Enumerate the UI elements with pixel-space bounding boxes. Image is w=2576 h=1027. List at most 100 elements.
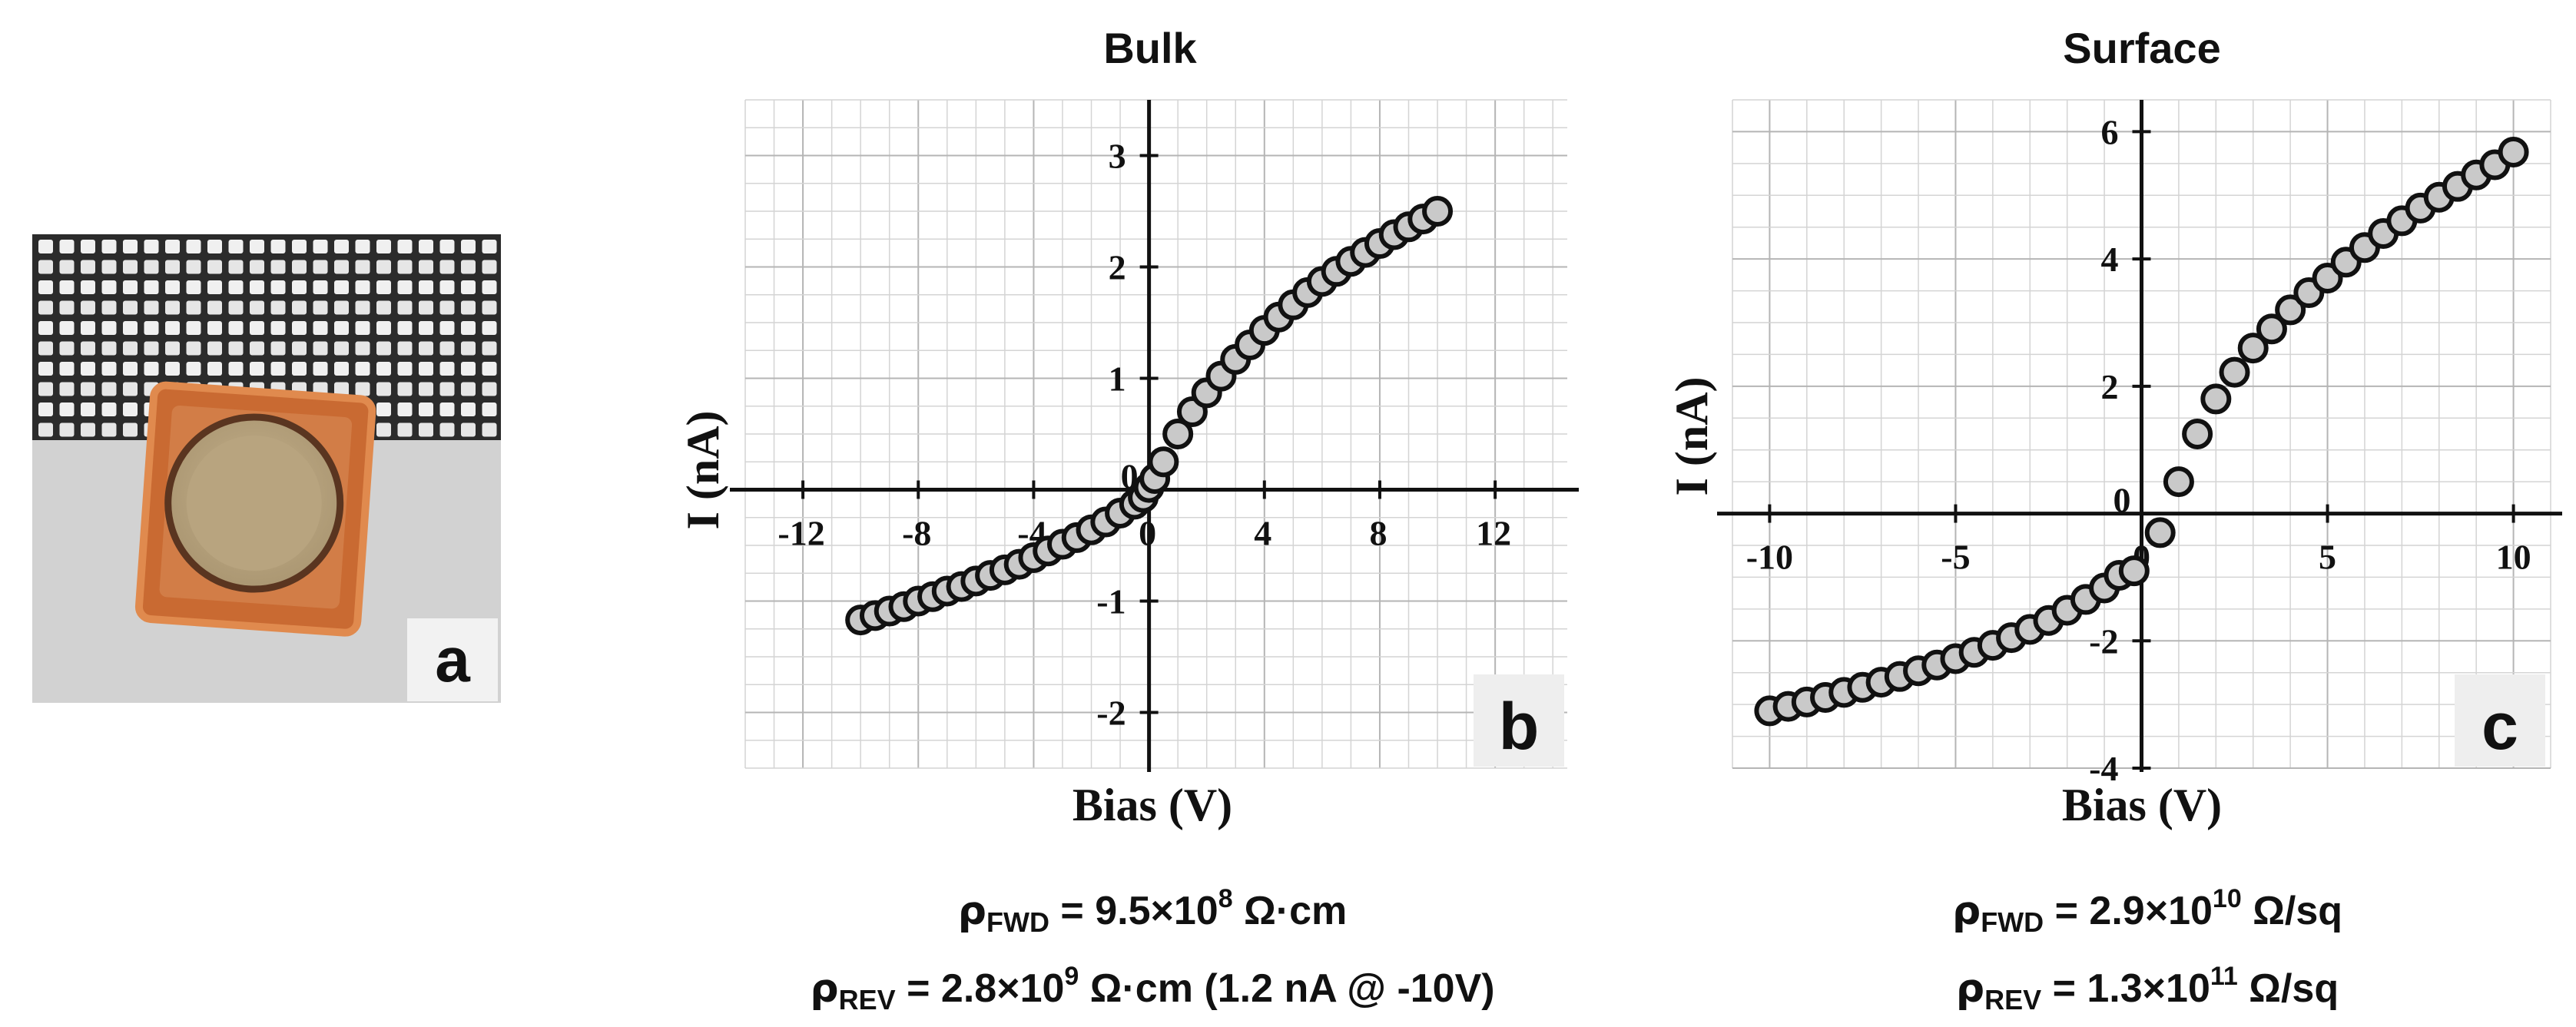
mesh-cell [270, 260, 286, 274]
y-tick-label: -2 [1096, 694, 1126, 733]
mesh-cell [81, 341, 95, 356]
panel-a-label: a [435, 625, 471, 695]
mesh-cell [313, 362, 328, 376]
x-tick-label: 8 [1369, 514, 1387, 553]
fwd-unit: Ω/sq [2241, 889, 2343, 933]
mesh-cell [376, 240, 391, 253]
rev-subscript: REV [1984, 984, 2042, 1015]
mesh-cell [59, 260, 75, 274]
fwd-unit: Ω·cm [1232, 889, 1348, 933]
caption-c-fwd: ρFWD = 2.9×1010 Ω/sq [1821, 872, 2474, 949]
mesh-cell [38, 362, 53, 376]
mesh-cell [439, 321, 455, 335]
panel-a-label-box [407, 618, 498, 701]
mesh-cell [123, 240, 138, 253]
mesh-cell [250, 280, 264, 294]
y-tick-label: 2 [2101, 367, 2119, 406]
mesh-cell [292, 260, 307, 274]
mesh-cell [439, 422, 455, 437]
mesh-cell [397, 300, 413, 315]
x-tick-label: -8 [902, 514, 931, 553]
mesh-cell [439, 382, 455, 396]
y-tick-label: 1 [1109, 359, 1126, 399]
mesh-cell [81, 260, 95, 274]
mesh-cell [144, 341, 159, 356]
rev-unit: Ω/sq [2237, 966, 2339, 1011]
mesh-cell [38, 403, 53, 416]
mesh-cell [439, 341, 455, 356]
mesh-cell [38, 382, 53, 396]
mesh-cell [376, 280, 391, 294]
mesh-cell [207, 280, 222, 294]
y-tick-label: -2 [2089, 621, 2118, 661]
mesh-cell [397, 362, 413, 376]
mesh-cell [38, 422, 53, 437]
data-point [1162, 419, 1194, 449]
x-tick-label: 0 [1139, 514, 1156, 553]
mesh-cell [270, 321, 286, 335]
mesh-cell [228, 300, 244, 315]
data-point [2256, 313, 2287, 345]
rev-value: = 1.3×10 [2041, 966, 2210, 1011]
panel-c-label: c [2482, 690, 2518, 764]
rho-symbol: ρ [1951, 888, 1981, 934]
mesh-cell [397, 382, 413, 396]
mesh-cell [207, 240, 222, 253]
x-tick-label: -12 [777, 514, 824, 553]
mesh-cell [355, 260, 370, 274]
mesh-cell [59, 382, 75, 396]
mesh-cell [292, 321, 307, 335]
mesh-cell [419, 280, 433, 294]
x-tick-label: 10 [2496, 538, 2531, 577]
mesh-cell [270, 362, 286, 376]
mesh-cell [123, 280, 138, 294]
y-tick-label: 3 [1109, 137, 1126, 176]
mesh-cell [123, 382, 138, 396]
mesh-cell [101, 362, 117, 376]
mesh-cell [334, 280, 349, 294]
mesh-cell [228, 260, 244, 274]
mesh-cell [461, 362, 476, 376]
caption-c: ρFWD = 2.9×1010 Ω/sq ρREV = 1.3×1011 Ω/s… [1821, 872, 2474, 1027]
data-point [1422, 196, 1454, 227]
mesh-cell [376, 260, 391, 274]
fwd-value: = 9.5×10 [1049, 889, 1218, 933]
fwd-subscript: FWD [986, 906, 1049, 938]
data-point [2237, 333, 2269, 364]
mesh-cell [101, 341, 117, 356]
mesh-cell [461, 300, 476, 315]
rev-unit: Ω·cm (1.2 nA @ -10V) [1079, 966, 1495, 1011]
mesh-cell [59, 240, 75, 253]
mesh-cell [397, 280, 413, 294]
mesh-cell [165, 362, 180, 376]
y-tick-label: 4 [2101, 240, 2119, 279]
mesh-cell [101, 260, 117, 274]
mesh-cell [461, 382, 476, 396]
rho-symbol: ρ [1955, 966, 1985, 1012]
mesh-cell [165, 341, 180, 356]
y-tick-label: 2 [1109, 248, 1126, 287]
mesh-cell [397, 240, 413, 253]
mesh-cell [334, 300, 349, 315]
chart-c-points [1754, 136, 2529, 727]
data-point [2498, 136, 2529, 167]
chart-c-axes [1717, 100, 2562, 772]
mesh-cell [123, 362, 138, 376]
mesh-cell [334, 321, 349, 335]
mesh-cell [165, 321, 180, 335]
mesh-cell [38, 260, 53, 274]
mesh-grid [38, 240, 497, 437]
mesh-cell [419, 260, 433, 274]
fwd-subscript: FWD [1981, 906, 2044, 938]
mesh-cell [207, 341, 222, 356]
mesh-cell [376, 382, 391, 396]
guard-ring [164, 413, 344, 593]
mesh-cell [334, 260, 349, 274]
mesh-cell [186, 240, 201, 253]
mesh-cell [165, 280, 180, 294]
mesh-cell [482, 362, 497, 376]
mesh-cell [123, 403, 138, 416]
mesh-cell [419, 240, 433, 253]
